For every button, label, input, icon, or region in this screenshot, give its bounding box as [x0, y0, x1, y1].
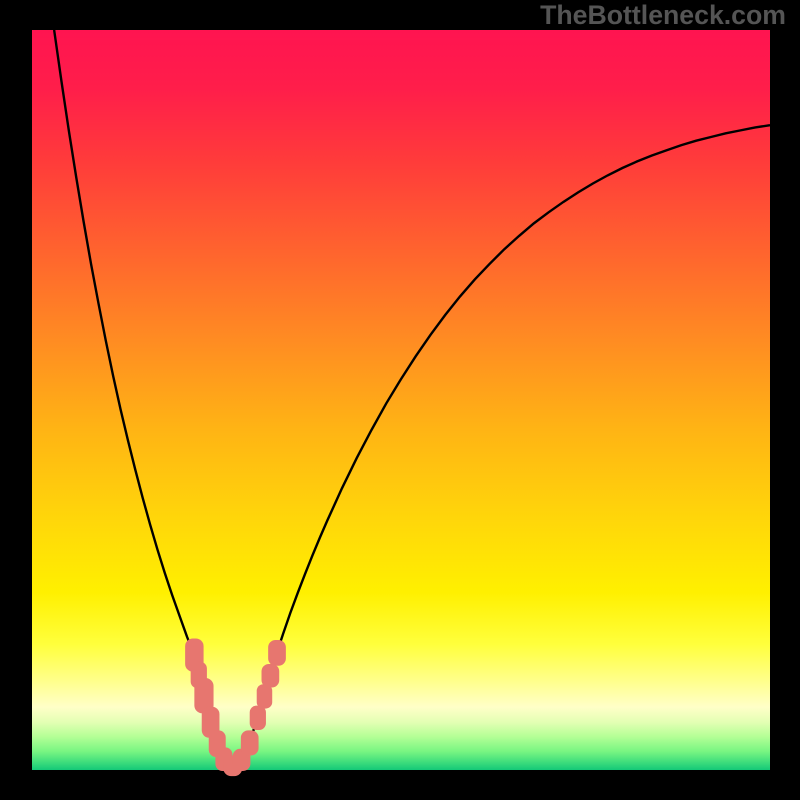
- curve-marker: [262, 664, 280, 688]
- watermark-text: TheBottleneck.com: [540, 0, 786, 31]
- bottleneck-curve: [54, 30, 770, 767]
- curve-marker: [241, 730, 259, 755]
- curve-marker: [250, 706, 266, 730]
- plot-svg: [32, 30, 770, 768]
- plot-area: [32, 30, 770, 770]
- curve-marker: [268, 640, 286, 666]
- chart-stage: TheBottleneck.com: [0, 0, 800, 800]
- curve-markers: [185, 638, 286, 776]
- curve-marker: [257, 684, 272, 708]
